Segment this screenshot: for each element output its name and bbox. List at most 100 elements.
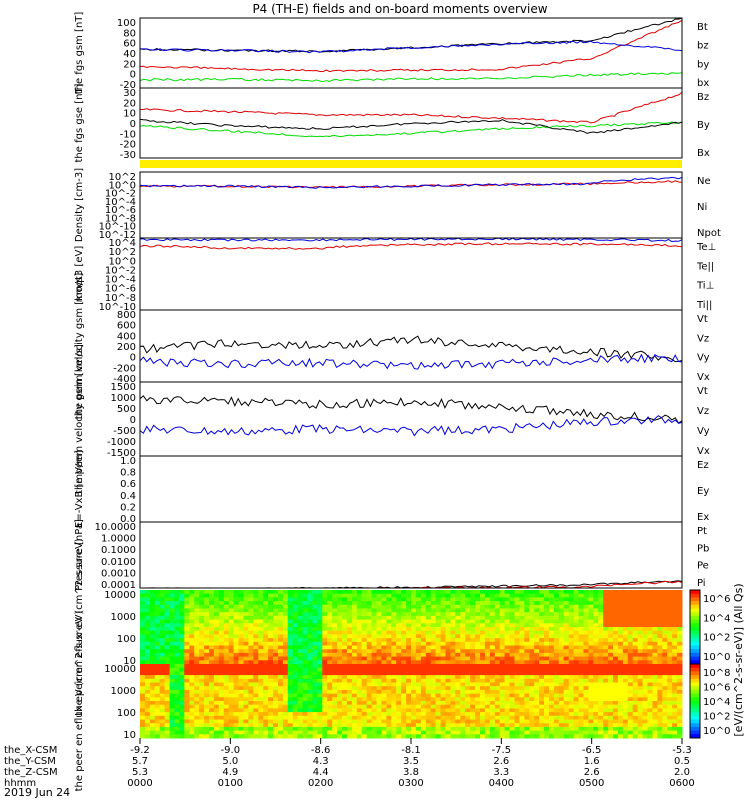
y-tick: 0.6 (120, 479, 136, 490)
heatmap-cell (608, 697, 614, 702)
heatmap-cell (534, 704, 540, 709)
heatmap-cell (253, 645, 259, 650)
heatmap-cell (209, 660, 215, 665)
heatmap-cell (258, 593, 264, 598)
heatmap-cell (302, 649, 308, 654)
heatmap-cell (307, 708, 313, 713)
legend-entry: Ey (697, 486, 709, 497)
heatmap-cell (539, 608, 545, 613)
heatmap-cell (253, 719, 259, 724)
heatmap-cell (199, 726, 205, 732)
heatmap-cell (573, 660, 579, 665)
heatmap-cell (317, 719, 323, 724)
heatmap-cell (218, 712, 225, 717)
heatmap-cell (238, 649, 244, 654)
heatmap-cell (381, 667, 387, 672)
heatmap-cell (317, 656, 323, 661)
heatmap-cell (282, 641, 289, 646)
heatmap-cell (430, 590, 437, 595)
heatmap-cell (169, 615, 175, 621)
heatmap-cell (445, 656, 451, 661)
ephem-value: -6.5 (582, 745, 602, 756)
heatmap-cell (317, 608, 323, 613)
heatmap-cell (519, 612, 525, 617)
heatmap-cell (263, 730, 269, 735)
colorbar-step (690, 730, 700, 735)
heatmap-cell (573, 704, 579, 709)
heatmap-cell (662, 667, 668, 672)
heatmap-cell (499, 697, 506, 702)
heatmap-cell (346, 734, 353, 739)
heatmap-cell (450, 645, 456, 650)
heatmap-cell (652, 689, 658, 695)
heatmap-cell (529, 708, 535, 713)
heatmap-cell (489, 593, 496, 598)
heatmap-cell (297, 675, 304, 680)
heatmap-cell (164, 675, 170, 680)
heatmap-cell (627, 649, 634, 654)
heatmap-cell (386, 712, 392, 717)
heatmap-cell (657, 641, 663, 646)
heatmap-cell (297, 682, 304, 687)
heatmap-cell (223, 682, 230, 687)
heatmap-cell (450, 686, 456, 691)
heatmap-cell (401, 641, 407, 646)
heatmap-cell (539, 726, 545, 732)
heatmap-cell (435, 726, 441, 732)
heatmap-cell (420, 627, 427, 632)
heatmap-cell (578, 597, 584, 602)
heatmap-cell (593, 682, 599, 687)
heatmap-cell (248, 612, 254, 617)
heatmap-cell (411, 641, 417, 646)
heatmap-cell (159, 726, 166, 732)
heatmap-cell (667, 641, 673, 646)
heatmap-cell (494, 686, 501, 691)
heatmap-cell (401, 664, 407, 669)
heatmap-cell (248, 682, 254, 687)
heatmap-cell (332, 675, 338, 680)
heatmap-cell (475, 675, 481, 680)
heatmap-cell (169, 689, 175, 695)
heatmap-cell (189, 701, 195, 706)
heatmap-cell (386, 630, 392, 635)
heatmap-cell (489, 638, 496, 643)
heatmap-cell (637, 604, 644, 609)
heatmap-cell (558, 682, 565, 687)
heatmap-cell (578, 619, 584, 624)
heatmap-cell (558, 597, 565, 602)
heatmap-cell (608, 708, 614, 713)
heatmap-cell (204, 601, 210, 606)
heatmap-cell (337, 686, 343, 691)
heatmap-cell (563, 697, 570, 702)
heatmap-cell (455, 608, 461, 613)
heatmap-cell (376, 693, 382, 698)
heatmap-cell (238, 590, 244, 595)
heatmap-cell (519, 638, 525, 643)
heatmap-cell (480, 649, 486, 654)
colorbar-tick: 10^4 (703, 613, 730, 624)
heatmap-cell (371, 619, 377, 624)
heatmap-cell (499, 701, 506, 706)
colorbar-step (690, 715, 700, 720)
heatmap-cell (549, 619, 555, 624)
heatmap-cell (391, 704, 397, 709)
heatmap-cell (376, 678, 382, 683)
heatmap-cell (642, 645, 648, 650)
heatmap-cell (558, 612, 565, 617)
heatmap-cell (184, 615, 190, 621)
heatmap-cell (238, 664, 244, 669)
heatmap-cell (573, 715, 579, 720)
heatmap-cell (199, 597, 205, 602)
heatmap-cell (568, 689, 575, 695)
heatmap-cell (140, 719, 146, 724)
heatmap-cell (489, 645, 496, 650)
heatmap-cell (268, 597, 274, 602)
heatmap-cell (342, 597, 348, 602)
heatmap-cell (519, 641, 525, 646)
heatmap-cell (455, 615, 461, 621)
heatmap-cell (292, 615, 299, 621)
heatmap-cell (647, 634, 653, 639)
heatmap-cell (514, 604, 520, 609)
heatmap-cell (608, 726, 614, 732)
heatmap-cell (603, 708, 609, 713)
